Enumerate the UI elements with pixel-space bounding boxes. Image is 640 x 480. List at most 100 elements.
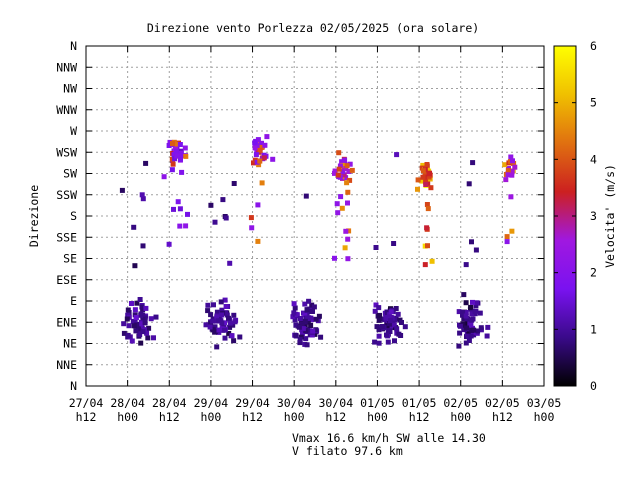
data-point [170,161,176,167]
y-tick-label: SE [63,252,77,266]
data-point [229,333,235,339]
data-point [309,332,315,338]
data-point [208,202,214,208]
data-point [170,141,175,146]
data-point [475,328,481,334]
data-point [248,215,254,221]
data-point [183,153,189,159]
data-point [420,174,426,180]
data-point [220,197,226,203]
x-tick-label-date: 29/04 [235,396,270,410]
data-point [214,309,220,315]
data-point [423,182,429,187]
x-tick-label-hour: h00 [201,410,222,424]
data-point [293,322,299,328]
data-point [310,328,316,334]
x-tick-label-date: 02/05 [485,396,520,410]
data-point [376,317,382,323]
y-tick-label: WSW [56,145,77,159]
data-point [166,241,172,247]
data-points [119,134,518,350]
data-point [121,330,127,336]
data-point [502,162,508,168]
data-point [124,316,130,322]
data-point [215,318,221,324]
data-point [309,302,315,308]
data-point [174,153,180,159]
data-point [143,160,149,166]
data-point [345,200,350,206]
data-point [223,310,229,316]
data-point [133,328,139,334]
data-point [140,196,146,202]
data-point [303,193,309,199]
footer-line-2: V filato 97.6 km [292,444,403,458]
data-point [291,301,297,307]
data-point [259,180,265,186]
data-point [394,152,400,158]
data-point [231,181,237,186]
data-point [465,333,471,339]
data-point [255,202,261,208]
colorbar-tick-label: 4 [590,152,597,166]
data-point [504,234,510,240]
data-point [214,314,220,320]
data-point [419,178,425,184]
data-point [332,255,337,261]
data-point [177,206,183,212]
data-point [304,342,310,348]
data-point [394,326,400,332]
data-point [374,324,380,330]
data-point [343,166,349,171]
y-tick-label: ENE [56,315,77,329]
data-point [388,309,394,315]
data-point [140,307,146,313]
x-tick-label-hour: h00 [284,410,305,424]
x-tick-label-date: 27/04 [69,396,104,410]
data-point [339,205,345,211]
data-point [428,185,434,191]
data-point [312,331,318,337]
data-point [125,307,131,313]
data-point [395,311,401,317]
data-point [509,228,515,234]
data-point [503,177,509,183]
x-tick-label-hour: h12 [492,410,513,424]
y-tick-label: WNW [56,103,77,117]
data-point [252,140,258,146]
x-tick-label-hour: h12 [242,410,263,424]
colorbar-tick-label: 6 [590,39,597,53]
data-point [255,137,261,143]
data-point [264,134,270,140]
data-point [298,316,304,322]
data-point [306,298,312,304]
data-point [207,324,213,330]
data-point [305,316,311,321]
data-point [218,299,224,305]
x-tick-label-hour: h12 [76,410,97,424]
data-point [214,344,220,350]
data-point [297,337,303,343]
data-point [429,258,435,264]
data-point [316,313,322,319]
data-point [344,180,350,186]
data-point [223,304,229,309]
data-point [457,323,463,329]
data-point [512,164,518,170]
data-point [484,333,490,339]
data-point [313,327,319,333]
data-point [179,169,185,175]
data-point [302,301,308,307]
data-point [232,319,238,325]
data-point [134,300,140,306]
data-point [292,305,298,311]
data-point [504,239,510,245]
y-tick-label: NNW [56,60,77,74]
data-point [257,143,262,149]
data-point [335,210,341,216]
x-axis-ticks: 27/04h1228/04h0028/04h1229/04h0029/04h12… [69,46,561,424]
data-point [140,329,146,335]
data-point [474,300,480,306]
data-point [399,320,404,325]
data-point [336,166,342,172]
